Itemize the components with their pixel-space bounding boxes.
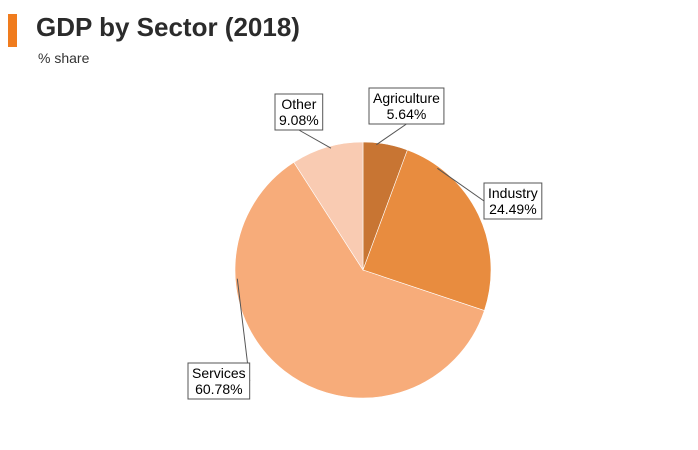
- callout-box: [483, 182, 543, 220]
- callout-box: [274, 93, 324, 131]
- slice-label: Other: [281, 96, 316, 112]
- callout-box: [187, 362, 251, 400]
- callout-leader-line: [298, 129, 332, 149]
- chart-title: GDP by Sector (2018): [36, 12, 300, 42]
- pie-slice-other: [293, 141, 364, 272]
- pie-slice-industry: [362, 149, 492, 311]
- slice-label: Agriculture: [373, 90, 440, 106]
- slice-value-label: 24.49%: [489, 201, 536, 217]
- slice-label: Services: [192, 365, 246, 381]
- slice-value-label: 5.64%: [387, 106, 427, 122]
- callout-box: [368, 87, 445, 125]
- pie-slice-services: [234, 161, 485, 399]
- callout-leader-line: [376, 123, 407, 146]
- chart-subtitle: % share: [38, 50, 90, 66]
- slice-label: Industry: [488, 185, 538, 201]
- callout-leader-line: [437, 167, 485, 202]
- pie-slices: [234, 141, 492, 399]
- slice-value-label: 60.78%: [195, 381, 242, 397]
- slice-value-label: 9.08%: [279, 112, 319, 128]
- title-accent-bar: [8, 14, 17, 47]
